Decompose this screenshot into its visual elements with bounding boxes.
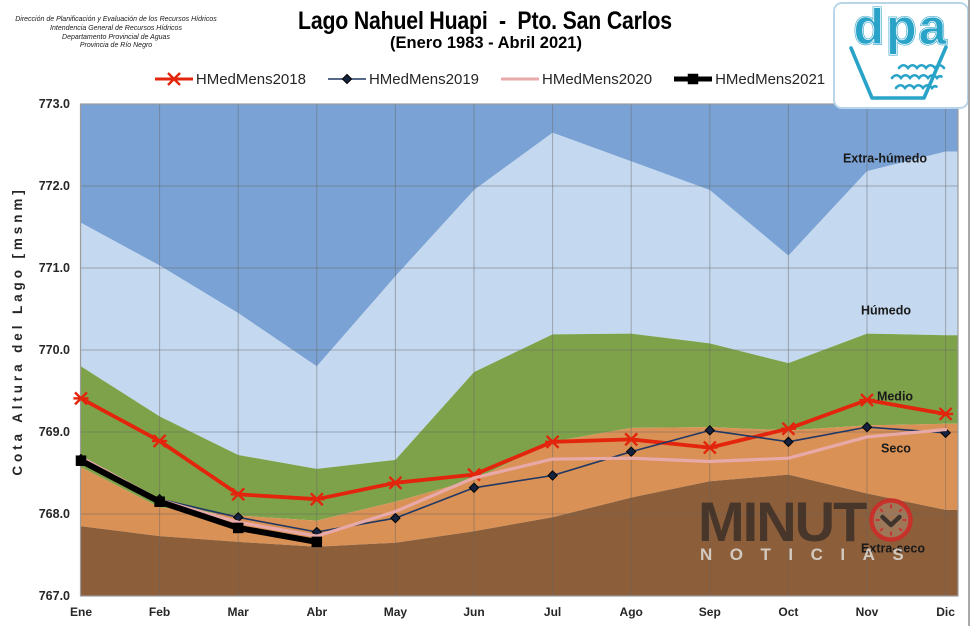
marker-square-icon [687,73,699,85]
marker-x-icon [780,421,796,436]
y-tick-label: 772.0 [39,179,70,193]
series-hmedmens2020 [79,427,948,538]
plot-border [79,103,959,597]
band-label-húmedo: Húmedo [861,304,911,318]
marker-x-icon [702,440,718,455]
legend-marker-none-icon [501,77,539,81]
band-seco [80,423,958,547]
x-tick-label: Abr [306,605,327,619]
legend-item-hmedmens2018: HMedMens2018 [154,70,306,88]
marker-diamond-icon [390,512,401,524]
band-label-medio: Medio [877,390,913,404]
legend-item-hmedmens2020: HMedMens2020 [501,70,652,88]
series-hmedmens2021 [75,455,323,548]
gridlines [80,104,958,596]
marker-diamond-icon [468,482,480,494]
y-tick-label: 771.0 [39,261,70,275]
x-tick-label: Nov [856,605,879,619]
band-extra-húmedo [80,104,958,367]
org-line-2: Intendencia General de Recursos Hídricos [50,24,182,32]
chart-title: Lago Nahuel Huapi - Pto. San Carlos [298,7,672,35]
x-tick-label: May [384,605,408,619]
series-line-hmedmens2020 [79,427,948,538]
marker-diamond-icon [783,436,794,448]
org-line-4: Provincia de Río Negro [79,42,153,50]
x-tick-label: Mar [228,605,250,619]
y-axis-title: Cota Altura del Lago [msnm] [10,186,25,475]
dpa-logo-graphic: dpa dpa [849,0,949,100]
marker-x-icon [545,434,561,449]
x-tick-label: Sep [699,605,721,619]
marker-diamond-icon [625,446,637,457]
band-húmedo [80,132,958,469]
dpa-logo-letters: dpa dpa [853,0,949,56]
marker-x-icon [309,492,325,507]
x-tick-label: Feb [149,605,170,619]
y-tick-label: 769.0 [39,425,70,439]
legend-item-hmedmens2019: HMedMens2019 [327,70,479,88]
y-tick-label: 770.0 [39,343,70,357]
chart-legend: HMedMens2018 HMedMens2019 HMedMens2020 HMed… [80,70,900,88]
series-line-hmedmens2019 [80,426,947,533]
legend-marker-x-icon [154,72,193,86]
x-tick-label: Jun [463,605,484,619]
y-tick-label: 767.0 [39,589,70,603]
band-medio [80,333,958,521]
marker-x-icon [73,391,89,406]
x-tick-label: Ene [70,605,92,619]
organization-header: Dirección de Planificación y Evaluación … [13,16,219,51]
marker-x-icon [859,393,875,407]
marker-diamond-icon [547,470,558,481]
dpa-logo-waves [890,63,946,91]
marker-square-icon [311,536,323,548]
band-label-extra-húmedo: Extra-húmedo [843,152,927,166]
page-right-border [968,0,970,626]
y-tick-label: 768.0 [39,507,70,521]
marker-x-icon [152,434,168,448]
marker-diamond-icon [704,425,716,436]
band-extra-seco [80,474,958,596]
series-line-hmedmens2018 [79,396,948,502]
marker-square-icon [75,455,87,466]
marker-square-icon [154,496,165,507]
chart-subtitle: (Enero 1983 - Abril 2021) [390,34,582,52]
svg-text:dpa: dpa [854,4,949,55]
y-tick-label: 773.0 [39,97,70,111]
marker-diamond-icon [341,73,353,85]
svg-text:dpa: dpa [854,4,949,55]
org-line-1: Dirección de Planificación y Evaluación … [15,16,217,23]
legend-label: HMedMens2019 [368,70,479,88]
marker-x-icon [166,72,182,86]
x-tick-label: Ago [620,605,643,619]
org-line-3: Departamento Provincial de Aguas [62,33,170,41]
series-hmedmens2018 [73,391,954,507]
band-label-seco: Seco [881,442,911,456]
marker-x-icon [387,475,403,490]
dpa-logo-channel [849,45,948,100]
marker-diamond-icon [861,421,873,433]
legend-label: HMedMens2020 [542,70,653,88]
legend-marker-square-icon [674,73,713,85]
x-tick-label: Oct [778,605,798,619]
x-tick-label: Dic [936,605,955,619]
legend-label: HMedMens2021 [715,70,826,88]
dpa-logo: dpa dpa [833,0,969,109]
band-label-extra-seco: Extra-seco [861,542,925,556]
marker-x-icon [230,487,246,502]
x-tick-label: Jul [544,605,561,619]
legend-label: HMedMens2018 [195,70,306,88]
marker-x-icon [938,407,954,421]
marker-square-icon [232,522,244,534]
marker-x-icon [623,432,639,447]
legend-item-hmedmens2021: HMedMens2021 [674,70,825,88]
legend-marker-diamond-icon [327,73,366,85]
series-line-hmedmens2021 [78,457,320,545]
